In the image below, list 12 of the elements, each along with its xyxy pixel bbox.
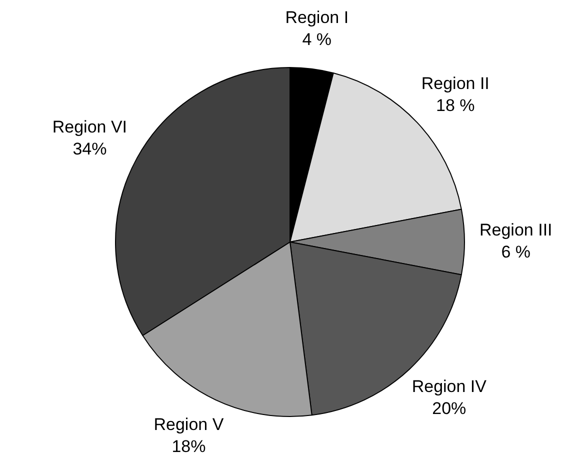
slice-label: Region I [285,8,349,27]
data-label: 20% [432,399,466,418]
slice-label: Region V [154,414,224,434]
slice-label: Region III [480,220,552,240]
data-label: 6 % [501,242,531,262]
data-label: 18 % [436,96,475,115]
slice-label: Region VI [52,117,128,136]
data-label: 4 % [302,30,332,49]
slice-label: Region IV [412,377,488,396]
data-label: 18% [172,436,206,456]
data-label: 34% [72,139,107,158]
slice-label: Region II [421,74,490,93]
